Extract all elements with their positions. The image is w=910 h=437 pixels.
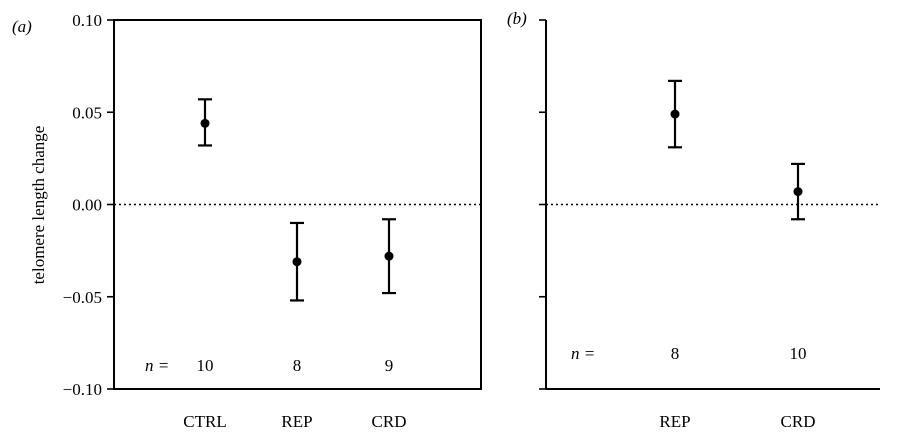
panel-a-x-labels: CTRL REP CRD — [183, 412, 406, 431]
x-category-label: REP — [659, 412, 690, 431]
panel-b-n-values: 8 10 — [671, 344, 807, 363]
y-tick-label: 0.00 — [72, 196, 102, 215]
n-value: 10 — [197, 356, 214, 375]
y-tick-label: −0.10 — [63, 380, 102, 399]
mean-point — [670, 109, 680, 119]
y-tick-label: 0.05 — [72, 103, 102, 122]
n-value: 9 — [385, 356, 394, 375]
y-tick-label: 0.10 — [72, 11, 102, 30]
y-axis-label: telomere length change — [29, 126, 48, 285]
mean-point — [292, 257, 302, 267]
y-axis-ticks: 0.10 0.05 0.00 −0.05 −0.10 — [63, 11, 114, 399]
n-value: 8 — [671, 344, 680, 363]
panel-b-points — [668, 79, 805, 221]
x-category-label: CRD — [781, 412, 816, 431]
n-label: n = — [145, 356, 169, 375]
n-value: 8 — [293, 356, 302, 375]
mean-point — [200, 118, 210, 128]
panel-a-points — [198, 98, 396, 302]
y-tick-label: −0.05 — [63, 288, 102, 307]
mean-point — [793, 187, 803, 197]
n-label: n = — [571, 344, 595, 363]
panel-a: (a) telomere length change 0.10 0.05 0.00 −… — [12, 11, 482, 431]
panel-a-n-values: 10 8 9 — [197, 356, 394, 375]
panel-b: (b) n = 8 10 REP CRD — [507, 9, 880, 431]
panel-b-x-labels: REP CRD — [659, 412, 815, 431]
x-category-label: CRD — [372, 412, 407, 431]
panel-a-label: (a) — [12, 17, 32, 36]
mean-point — [384, 251, 394, 261]
n-value: 10 — [790, 344, 807, 363]
x-category-label: CTRL — [183, 412, 226, 431]
panel-b-y-ticks — [539, 19, 546, 390]
panel-b-label: (b) — [507, 9, 527, 28]
x-category-label: REP — [281, 412, 312, 431]
